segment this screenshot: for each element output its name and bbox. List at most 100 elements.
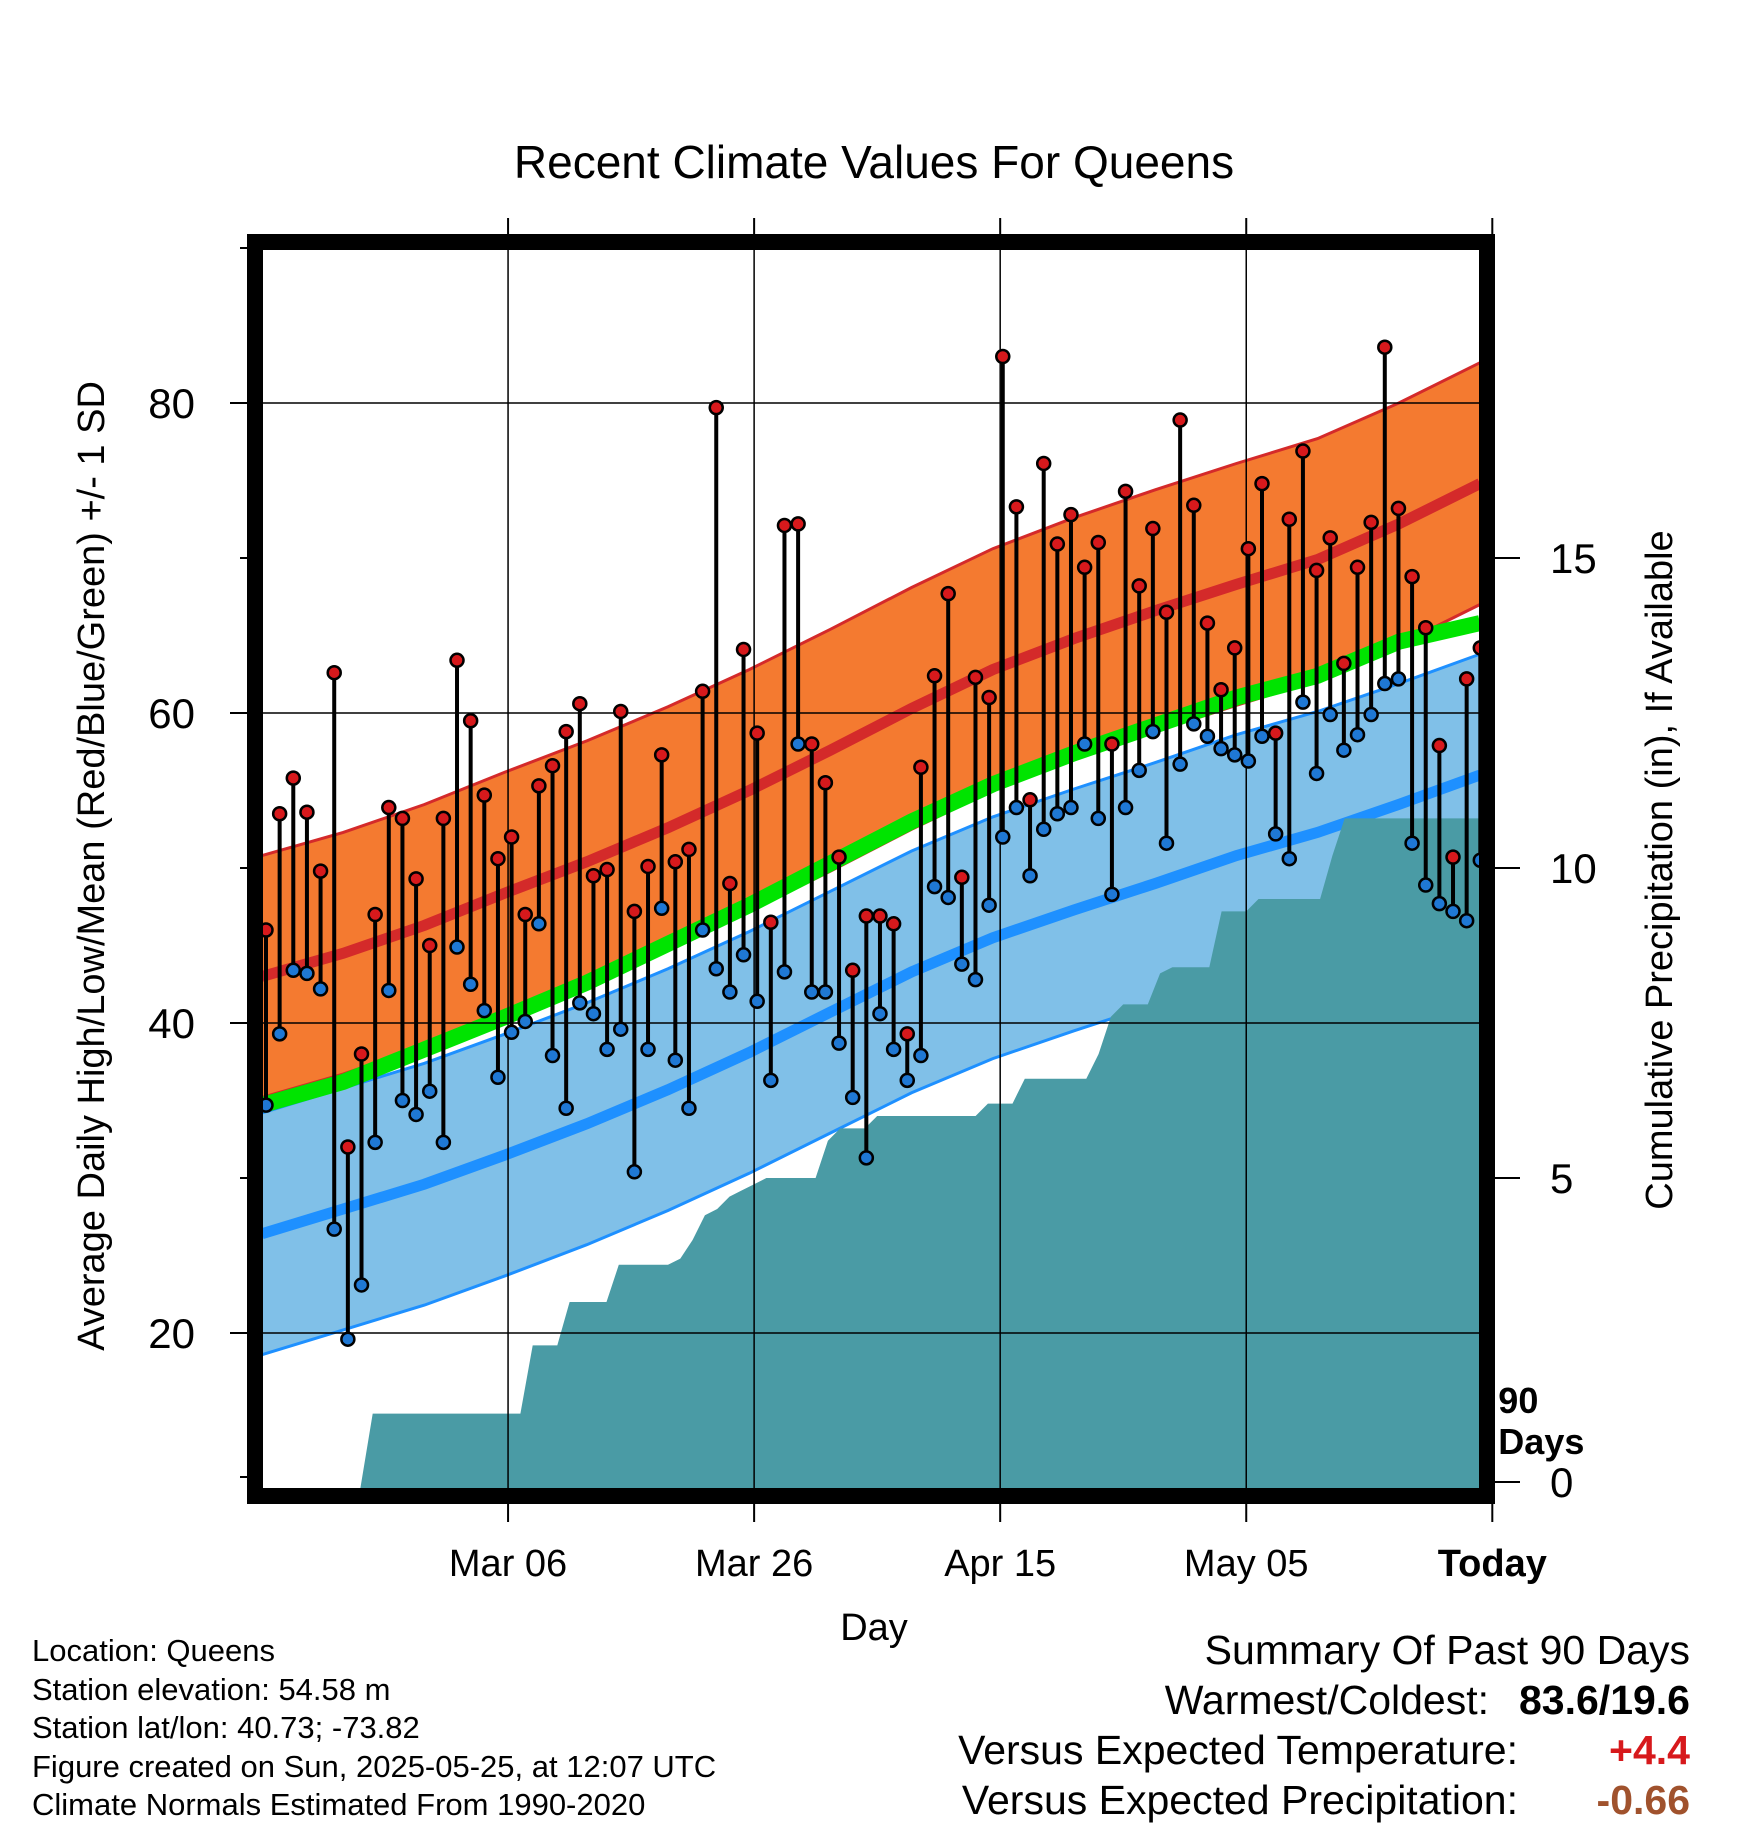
daily-high-point — [681, 841, 697, 858]
daily-low-point — [1363, 706, 1379, 723]
daily-low-point — [1445, 903, 1461, 920]
daily-high-point — [585, 868, 602, 884]
y2-tick-label: 15 — [1550, 535, 1597, 582]
daily-low-point — [1417, 877, 1434, 893]
daily-high-point — [1199, 615, 1216, 631]
daily-high-point — [476, 787, 493, 803]
daily-high-point — [1117, 483, 1134, 500]
x-tick-label: Today — [1438, 1543, 1547, 1585]
daily-low-point — [449, 939, 465, 955]
daily-low-point — [858, 1150, 875, 1166]
daily-low-point — [722, 984, 738, 1000]
daily-low-point — [367, 1134, 383, 1151]
daily-high-point — [844, 962, 861, 979]
daily-high-point — [735, 641, 752, 658]
daily-high-point — [1213, 682, 1229, 698]
daily-high-point — [599, 861, 615, 878]
daily-high-point — [285, 770, 302, 786]
daily-high-point — [954, 869, 970, 886]
daily-high-point — [299, 804, 315, 820]
daily-high-point — [326, 664, 342, 681]
daily-high-point — [421, 937, 438, 954]
daily-high-point — [1226, 640, 1243, 656]
daily-high-point — [1281, 511, 1298, 527]
y2-tick-label: 10 — [1550, 845, 1597, 892]
daily-low-point — [1186, 716, 1202, 732]
daily-high-point — [653, 747, 670, 763]
daily-low-point — [763, 1072, 779, 1089]
daily-high-point — [626, 903, 643, 920]
daily-low-point — [1022, 868, 1038, 884]
daily-high-point — [913, 759, 929, 775]
daily-high-point — [1172, 412, 1188, 428]
daily-low-point — [626, 1164, 643, 1180]
daily-low-point — [1404, 835, 1420, 851]
daily-low-point — [1049, 806, 1066, 822]
daily-high-point — [353, 1046, 370, 1062]
daily-high-point — [462, 713, 479, 729]
chart-title: Recent Climate Values For Queens — [514, 136, 1234, 188]
latlon-text: Station lat/lon: 40.73; -73.82 — [32, 1710, 420, 1745]
x-tick-label: Apr 15 — [944, 1543, 1056, 1585]
daily-low-point — [1090, 810, 1107, 827]
x-tick-label: Mar 26 — [695, 1543, 813, 1585]
daily-low-point — [872, 1005, 888, 1022]
daily-low-point — [981, 897, 997, 913]
daily-high-point — [1431, 737, 1448, 754]
daily-high-point — [1022, 792, 1038, 808]
daily-high-point — [1336, 655, 1352, 672]
location-text: Location: Queens — [32, 1633, 276, 1668]
daily-low-point — [831, 1035, 847, 1051]
created-text: Figure created on Sun, 2025-05-25, at 12… — [32, 1748, 717, 1784]
daily-low-point — [640, 1041, 656, 1058]
daily-low-point — [1295, 694, 1311, 710]
daily-high-point — [271, 806, 288, 822]
daily-low-point — [776, 964, 793, 980]
daily-high-point — [1240, 540, 1257, 557]
elevation-text: Station elevation: 54.58 m — [32, 1671, 391, 1707]
daily-low-point — [694, 922, 711, 938]
summary-precip: Versus Expected Precipitation: -0.66 — [958, 1775, 1690, 1825]
daily-low-point — [490, 1069, 506, 1085]
daily-low-point — [1145, 723, 1161, 740]
daily-low-point — [585, 1005, 602, 1022]
daily-high-point — [490, 850, 506, 867]
daily-low-point — [1308, 765, 1325, 782]
daily-high-point — [640, 858, 656, 875]
daily-low-point — [1158, 835, 1175, 851]
daily-low-point — [544, 1047, 561, 1064]
daily-low-point — [476, 1002, 493, 1019]
daily-high-point — [817, 775, 834, 791]
daily-low-point — [503, 1024, 520, 1041]
daily-low-point — [271, 1026, 288, 1042]
daily-high-point — [1377, 339, 1393, 355]
summary-temp: Versus Expected Temperature: +4.4 — [958, 1725, 1690, 1775]
daily-low-point — [1240, 753, 1257, 769]
daily-low-point — [394, 1092, 411, 1109]
daily-low-point — [1172, 756, 1188, 772]
x-axis-label: Day — [840, 1607, 908, 1649]
daily-low-point — [1213, 740, 1229, 757]
daily-low-point — [299, 965, 315, 982]
daily-high-point — [1363, 514, 1379, 531]
daily-high-point — [1076, 559, 1093, 576]
temp-label: Versus Expected Temperature: — [958, 1727, 1518, 1773]
daily-low-point — [612, 1021, 629, 1037]
daily-low-point — [1104, 886, 1120, 903]
daily-high-point — [558, 723, 574, 740]
daily-high-point — [408, 871, 424, 887]
daily-high-point — [1049, 536, 1066, 552]
daily-low-point — [531, 916, 547, 932]
daily-high-point — [708, 399, 724, 416]
daily-high-point — [1349, 559, 1366, 576]
daily-low-point — [844, 1089, 861, 1106]
daily-high-point — [1063, 506, 1079, 523]
daily-low-point — [1254, 728, 1270, 744]
daily-low-point — [681, 1100, 697, 1116]
daily-high-point — [940, 585, 956, 602]
daily-high-point — [749, 725, 765, 741]
daily-high-point — [381, 799, 397, 816]
daily-high-point — [1090, 534, 1107, 551]
daily-high-point — [572, 695, 588, 712]
x-tick-label: Mar 06 — [449, 1543, 567, 1585]
